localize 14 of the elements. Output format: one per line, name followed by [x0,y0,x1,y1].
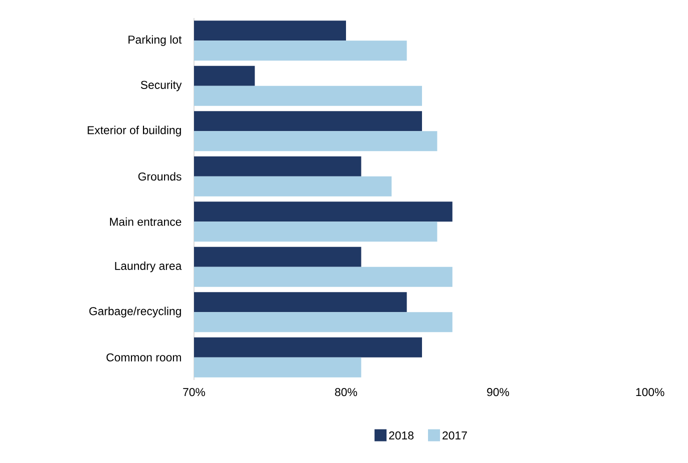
x-tick-label: 70% [183,388,206,396]
y-tick-label: Grounds [138,172,182,181]
y-tick-label: Parking lot [128,35,182,46]
y-tick-label: Exterior of building [88,126,181,136]
y-tick-label: Common room [106,353,181,362]
y-tick-label: Security [140,80,182,92]
x-tick-label: 80% [335,388,358,396]
x-tick-label: 100% [636,388,664,396]
legend-label: 2018 [389,431,414,440]
x-tick-label: 90% [487,388,510,396]
y-tick-label: Laundry area [115,262,182,272]
y-tick-label: Main entrance [110,217,182,226]
legend-label: 2017 [442,431,467,440]
y-tick-label: Garbage/recycling [89,306,181,318]
